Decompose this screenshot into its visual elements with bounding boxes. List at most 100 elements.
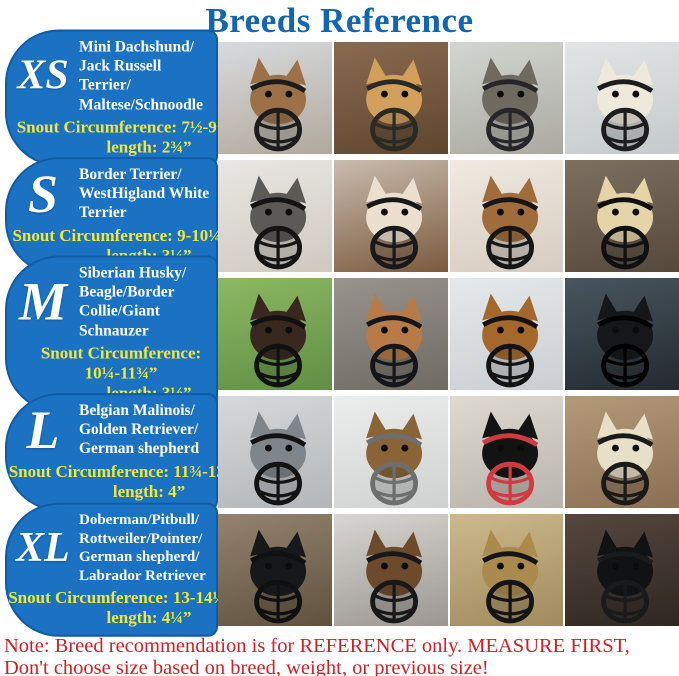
size-label: S: [27, 163, 59, 224]
m-black-dog-dark-room-photo: [565, 278, 679, 390]
dog-with-muzzle-icon: [481, 176, 538, 270]
dog-with-muzzle-icon: [597, 530, 654, 624]
snout-circumference-text: Snout Circumference: 10¼-11¾”: [40, 343, 202, 383]
breed-line: Doberman/Pitbull/: [79, 511, 200, 528]
measurements: Snout Circumference: 11¾-13” length: 4”: [7, 462, 235, 502]
snout-length-text: length: 2¾”: [106, 137, 192, 157]
photo-strip: [218, 396, 679, 508]
breeds-list: Belgian Malinois/Golden Retriever/German…: [79, 401, 216, 459]
dog-with-muzzle-icon: [250, 58, 307, 152]
xs-golden-fluffy-dog-held-photo: [333, 42, 448, 154]
dog-with-muzzle-icon: [365, 58, 423, 152]
dog-with-muzzle-icon: [250, 412, 307, 506]
xs-tan-dog-by-white-door-photo: [218, 42, 332, 154]
pill-top-section: XS Mini Dachshund/Jack Russell Terrier/M…: [7, 38, 216, 115]
size-row-xs: XS Mini Dachshund/Jack Russell Terrier/M…: [0, 29, 679, 167]
xl-malinois-on-straw-photo: [449, 514, 564, 626]
photo-strip: [218, 514, 679, 626]
l-cream-dog-leafy-ground-photo: [565, 396, 679, 508]
m-tan-dog-white-siding-photo: [449, 278, 564, 390]
dog-with-muzzle-icon: [597, 176, 654, 270]
photo-strip: [218, 278, 679, 390]
breeds-list: Border Terrier/WestHigland White Terrier: [79, 165, 216, 223]
breed-line: German shepherd: [79, 440, 200, 458]
dog-with-muzzle-icon: [250, 294, 307, 388]
s-merle-terrier-tongue-out-photo: [218, 160, 332, 272]
snout-circumference-text: Snout Circumference: 11¾-13”: [8, 461, 234, 481]
snout-circumference-text: Snout Circumference: 9-10¼”: [12, 225, 230, 245]
size-row-xl: XL Doberman/Pitbull/Rottweiler/Pointer/G…: [0, 502, 679, 638]
breed-line: Beagle/Border: [79, 283, 175, 301]
m-chocolate-dog-on-grass-photo: [218, 278, 332, 390]
s-beagle-puppy-photo: [449, 160, 564, 272]
breed-line: Collie/Giant Schnauzer: [79, 302, 160, 340]
page-title: Breeds Reference: [205, 1, 474, 40]
xl-brindle-mastiff-photo: [333, 514, 448, 626]
dog-with-muzzle-icon: [250, 176, 307, 270]
breeds-list: Doberman/Pitbull/Rottweiler/Pointer/Germ…: [79, 511, 216, 585]
dog-with-muzzle-icon: [597, 412, 654, 506]
snout-length-text: length: 4”: [112, 481, 186, 501]
snout-circumference-text: Snout Circumference: 7½-9”: [16, 117, 226, 137]
pill-top-section: S Border Terrier/WestHigland White Terrie…: [7, 165, 216, 223]
size-row-m: M Siberian Husky/Beagle/Border Collie/Gia…: [0, 255, 679, 413]
l-shepherd-puppy-cone-photo: [333, 396, 448, 508]
size-label: XL: [16, 524, 70, 571]
pill-top-section: XL Doberman/Pitbull/Rottweiler/Pointer/G…: [7, 511, 216, 585]
xl-black-dog-head-held-photo: [218, 514, 332, 626]
size-rows: XS Mini Dachshund/Jack Russell Terrier/M…: [0, 29, 679, 638]
snout-length-text: length: 4¼”: [106, 608, 192, 628]
pill-top-section: L Belgian Malinois/Golden Retriever/Germ…: [7, 401, 216, 459]
size-label: M: [18, 271, 67, 332]
size-row-l: L Belgian Malinois/Golden Retriever/Germ…: [0, 393, 679, 511]
size-pill: XS Mini Dachshund/Jack Russell Terrier/M…: [5, 29, 225, 167]
s-jack-russell-on-chair-photo: [333, 160, 448, 272]
breed-line: Jack Russell Terrier/: [79, 57, 162, 94]
measurements: Snout Circumference: 7½-9” length: 2¾”: [7, 117, 235, 157]
measurements: Snout Circumference: 13-14½” length: 4¼”: [7, 588, 235, 628]
snout-circumference-text: Snout Circumference: 13-14½”: [8, 588, 234, 608]
m-red-husky-puppy-photo: [333, 278, 448, 390]
dog-with-muzzle-icon: [481, 530, 538, 624]
breed-line: Siberian Husky/: [79, 264, 187, 282]
dog-with-muzzle-icon: [365, 176, 423, 270]
breed-line: Belgian Malinois/: [79, 402, 195, 420]
s-cream-labrador-photo: [565, 160, 679, 272]
size-pill: M Siberian Husky/Beagle/Border Collie/Gia…: [5, 255, 218, 413]
size-row-s: S Border Terrier/WestHigland White Terrie…: [0, 157, 679, 275]
breeds-list: Siberian Husky/Beagle/Border Collie/Giant…: [79, 263, 216, 340]
size-pill: XL Doberman/Pitbull/Rottweiler/Pointer/G…: [5, 502, 234, 638]
breed-line: German shepherd/: [79, 548, 200, 565]
breeds-list: Mini Dachshund/Jack Russell Terrier/Malt…: [79, 38, 216, 115]
pill-top-section: M Siberian Husky/Beagle/Border Collie/Gia…: [7, 263, 216, 340]
breed-line: Rottweiler/Pointer/: [79, 530, 203, 547]
breed-line: Mini Dachshund/: [79, 38, 195, 56]
breed-line: Terrier: [79, 204, 127, 222]
breed-line: Border Terrier/: [79, 166, 182, 184]
l-grey-pitbull-clinic-photo: [218, 396, 332, 508]
dog-with-muzzle-icon: [365, 412, 423, 506]
dog-with-muzzle-icon: [481, 294, 538, 388]
footer-note: Note: Breed recommendation is for REFERE…: [4, 635, 630, 676]
dog-with-muzzle-icon: [597, 294, 654, 388]
dog-with-muzzle-icon: [481, 412, 538, 506]
size-label: XS: [17, 52, 69, 99]
size-label: L: [26, 399, 60, 460]
dog-with-muzzle-icon: [365, 294, 423, 388]
dog-with-muzzle-icon: [597, 58, 654, 152]
breed-line: WestHigland White: [79, 185, 210, 203]
xs-white-dog-indoors-photo: [565, 42, 679, 154]
photo-strip: [218, 42, 679, 154]
breed-line: Golden Retriever/: [79, 421, 199, 439]
xs-grey-scruffy-terrier-photo: [449, 42, 564, 154]
breed-line: Labrador Retriever: [79, 567, 206, 584]
photo-strip: [218, 160, 679, 272]
size-pill: L Belgian Malinois/Golden Retriever/Germ…: [5, 393, 233, 511]
dog-with-muzzle-icon: [365, 530, 423, 624]
dog-with-muzzle-icon: [250, 530, 307, 624]
l-black-lab-red-muzzle-photo: [449, 396, 564, 508]
dog-with-muzzle-icon: [481, 58, 538, 152]
breed-line: Maltese/Schnoodle: [79, 96, 203, 114]
xl-doberman-on-chair-photo: [565, 514, 679, 626]
